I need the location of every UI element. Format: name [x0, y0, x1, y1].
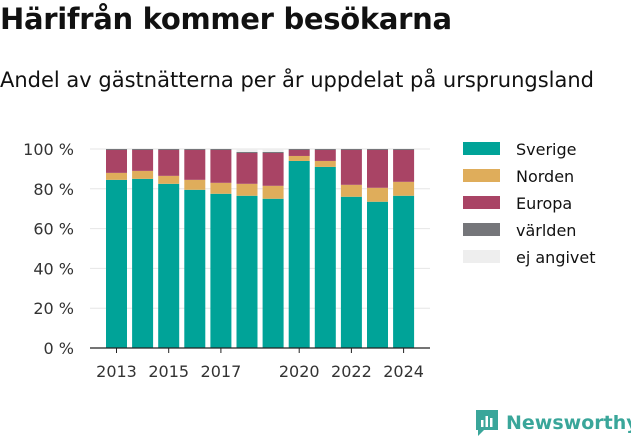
chart-title: Härifrån kommer besökarna — [0, 2, 452, 36]
legend-label: Norden — [516, 167, 574, 186]
y-tick-label: 0 % — [44, 339, 74, 358]
legend-swatch — [463, 142, 500, 155]
bar-segment — [236, 195, 258, 348]
bar-segment — [393, 195, 415, 348]
bar-segment — [288, 160, 310, 348]
x-tick-label: 2022 — [331, 362, 372, 381]
bar-segment — [184, 149, 206, 180]
bars — [106, 149, 415, 348]
y-tick-label: 80 % — [33, 180, 74, 199]
x-axis-labels: 2013 2015 2017 2020 2022 2024 — [96, 362, 424, 381]
bar-segment — [262, 198, 284, 348]
legend: Sverige Norden Europa världen ej angivet — [463, 140, 596, 267]
bar-segment — [367, 201, 388, 348]
x-tick-label: 2024 — [383, 362, 424, 381]
bar-segment — [340, 149, 362, 150]
bar-segment — [210, 149, 232, 183]
legend-label: Europa — [516, 194, 572, 213]
y-axis-labels: 0 % 20 % 40 % 60 % 80 % 100 % — [23, 140, 74, 358]
legend-label: världen — [516, 221, 576, 240]
bar-segment — [340, 196, 362, 348]
x-tick-label: 2017 — [201, 362, 242, 381]
bar-segment — [106, 172, 127, 180]
bar-segment — [314, 149, 336, 161]
legend-swatch — [463, 169, 500, 182]
y-tick-label: 60 % — [33, 220, 74, 239]
bar-segment — [184, 179, 206, 190]
bar-segment — [184, 189, 206, 348]
y-tick-label: 20 % — [33, 299, 74, 318]
bar-segment — [288, 149, 310, 156]
bar-segment — [158, 149, 180, 150]
bar-segment — [393, 149, 415, 182]
newsworthy-logo-icon — [476, 410, 498, 436]
legend-label: ej angivet — [516, 248, 596, 267]
bar-segment — [367, 149, 388, 188]
bar-segment — [236, 152, 258, 184]
bar-segment — [367, 187, 388, 202]
y-tick-label: 100 % — [23, 140, 74, 159]
bar-segment — [340, 149, 362, 185]
bar-segment — [184, 149, 206, 150]
bar-segment — [132, 149, 154, 171]
bar-segment — [236, 183, 258, 196]
x-tick-label: 2013 — [96, 362, 137, 381]
bar-segment — [158, 149, 180, 176]
bar-segment — [158, 175, 180, 184]
bar-segment — [132, 178, 154, 348]
bar-segment — [106, 149, 127, 173]
bar-segment — [340, 184, 362, 197]
bar-segment — [393, 149, 415, 150]
bar-segment — [210, 193, 232, 348]
bar-segment — [314, 149, 336, 150]
x-tick-label: 2015 — [148, 362, 189, 381]
bar-segment — [236, 151, 258, 153]
bar-segment — [210, 149, 232, 150]
bar-segment — [288, 155, 310, 161]
y-tick-label: 40 % — [33, 259, 74, 278]
x-tick-label: 2020 — [279, 362, 320, 381]
bar-segment — [314, 166, 336, 348]
bar-segment — [132, 149, 154, 150]
bar-segment — [106, 179, 127, 348]
brand-name: Newsworthy — [506, 412, 631, 434]
legend-label: Sverige — [516, 140, 577, 159]
bar-segment — [288, 149, 310, 150]
bar-segment — [262, 185, 284, 199]
bar-segment — [393, 181, 415, 196]
bar-segment — [106, 149, 127, 150]
bar-segment — [262, 151, 284, 153]
legend-swatch — [463, 250, 500, 263]
bar-segment — [262, 152, 284, 186]
bar-segment — [367, 149, 388, 150]
legend-swatch — [463, 196, 500, 209]
bar-segment — [262, 149, 284, 152]
chart-subtitle: Andel av gästnätterna per år uppdelat på… — [0, 68, 594, 92]
bar-segment — [158, 183, 180, 348]
bar-segment — [132, 170, 154, 179]
bar-segment — [236, 149, 258, 152]
newsworthy-logo: Newsworthy — [474, 406, 631, 440]
bar-segment — [314, 160, 336, 167]
axes — [90, 347, 430, 353]
legend-swatch — [463, 223, 500, 236]
bar-segment — [210, 182, 232, 194]
